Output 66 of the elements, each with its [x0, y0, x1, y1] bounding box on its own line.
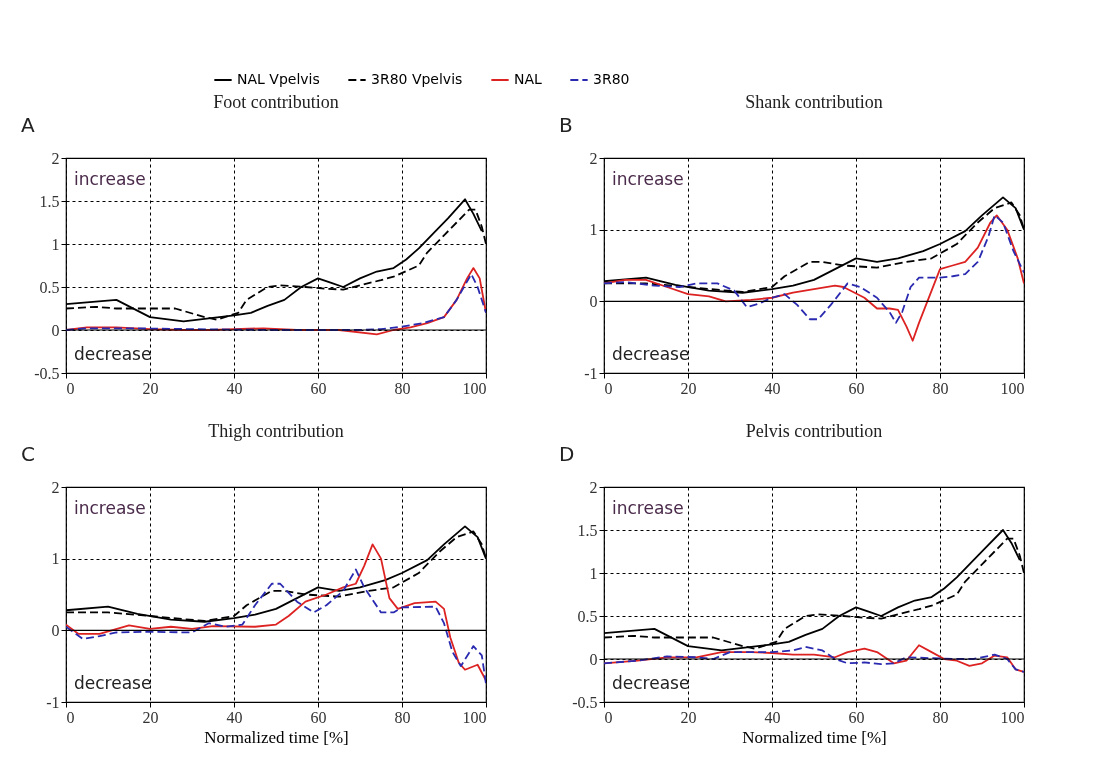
x-tick-label: 80 — [932, 379, 949, 397]
x-tick-label: 0 — [604, 708, 613, 726]
y-tick-label: 0 — [51, 321, 60, 339]
annotation: increase — [612, 498, 684, 518]
y-tick-label: 1.5 — [577, 521, 598, 539]
annotation: increase — [74, 169, 146, 189]
x-tick-label: 40 — [226, 379, 243, 397]
x-tick-label: 40 — [764, 379, 781, 397]
x-tick-label: 100 — [462, 708, 487, 726]
annotation: decrease — [74, 673, 152, 693]
y-tick-label: 2 — [51, 478, 60, 496]
x-tick-label: 100 — [1000, 379, 1025, 397]
y-tick-label: 1 — [589, 564, 598, 582]
chart-title: Shank contribution — [745, 92, 883, 112]
x-tick-label: 20 — [680, 708, 697, 726]
x-tick-label: 40 — [226, 708, 243, 726]
x-tick-label: 60 — [310, 708, 327, 726]
y-tick-label: 2 — [589, 478, 598, 496]
legend-label: 3R80 — [593, 71, 630, 87]
y-tick-label: 1 — [51, 550, 60, 568]
y-tick-label: 1 — [589, 221, 598, 239]
y-tick-label: -1 — [584, 364, 598, 382]
legend-label: NAL — [514, 71, 543, 87]
x-tick-label: 80 — [932, 708, 949, 726]
text: C — [21, 442, 35, 466]
x-tick-label: 0 — [66, 379, 75, 397]
x-tick-label: 60 — [848, 379, 865, 397]
y-tick-label: 2 — [51, 149, 60, 167]
y-tick-label: -0.5 — [34, 364, 60, 382]
y-tick-label: 2 — [589, 149, 598, 167]
chart-title: Pelvis contribution — [745, 421, 883, 441]
x-tick-label: 80 — [394, 379, 411, 397]
x-tick-label: 80 — [394, 708, 411, 726]
text: A — [21, 113, 35, 137]
x-tick-label: 20 — [680, 379, 697, 397]
x-axis-title: Normalized time [%] — [204, 727, 349, 747]
annotation: decrease — [612, 344, 690, 364]
y-tick-label: -1 — [46, 693, 60, 711]
y-tick-label: 1 — [51, 235, 60, 253]
legend-label: 3R80 Vpelvis — [371, 71, 463, 87]
y-tick-label: 0 — [51, 621, 60, 639]
x-tick-label: 0 — [66, 708, 75, 726]
x-tick-label: 60 — [848, 708, 865, 726]
y-tick-label: 0.5 — [577, 607, 598, 625]
x-tick-label: 20 — [142, 708, 159, 726]
chart-title: Foot contribution — [213, 92, 339, 112]
x-tick-label: 60 — [310, 379, 327, 397]
y-tick-label: 0 — [589, 292, 598, 310]
x-tick-label: 0 — [604, 379, 613, 397]
x-tick-label: 20 — [142, 379, 159, 397]
annotation: decrease — [612, 673, 690, 693]
annotation: increase — [74, 498, 146, 518]
x-tick-label: 100 — [462, 379, 487, 397]
annotation: increase — [612, 169, 684, 189]
annotation: decrease — [74, 344, 152, 364]
x-axis-title: Normalized time [%] — [742, 727, 887, 747]
y-tick-label: 1.5 — [39, 192, 60, 210]
legend-label: NAL Vpelvis — [237, 71, 320, 87]
text: D — [559, 442, 575, 466]
y-tick-label: -0.5 — [572, 693, 598, 711]
y-tick-label: 0.5 — [39, 278, 60, 296]
x-tick-label: 40 — [764, 708, 781, 726]
chart-title: Thigh contribution — [208, 421, 344, 441]
text: B — [559, 113, 573, 137]
x-tick-label: 100 — [1000, 708, 1025, 726]
y-tick-label: 0 — [589, 650, 598, 668]
